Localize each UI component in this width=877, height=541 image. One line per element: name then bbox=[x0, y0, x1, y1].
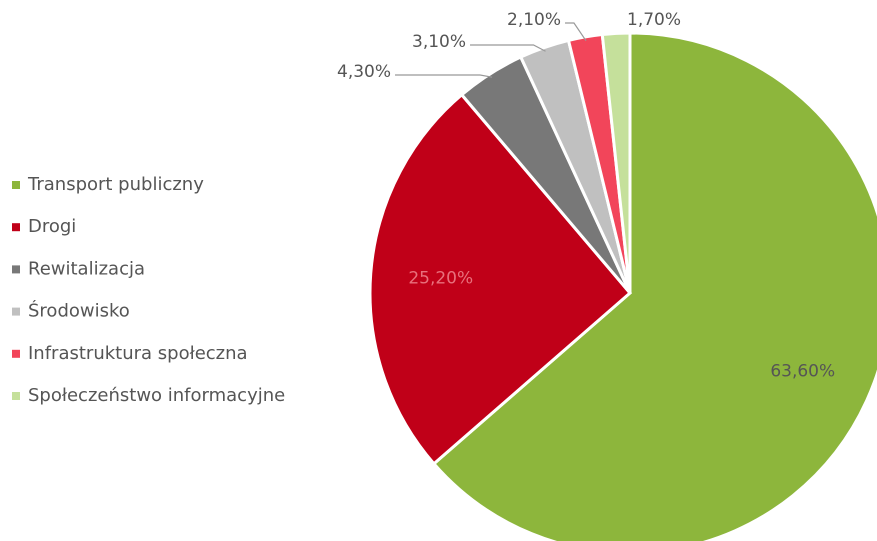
data-label: 25,20% bbox=[408, 269, 473, 289]
data-label: 63,60% bbox=[770, 362, 835, 382]
data-label: 4,30% bbox=[337, 62, 391, 82]
legend-swatch bbox=[12, 181, 20, 189]
leader-line bbox=[470, 44, 546, 52]
legend-swatch bbox=[12, 223, 20, 232]
legend-swatch bbox=[12, 265, 20, 274]
data-label: 2,10% bbox=[507, 10, 561, 30]
legend-swatch bbox=[12, 349, 20, 358]
pie-slice bbox=[368, 92, 633, 466]
legend-swatch bbox=[12, 307, 20, 316]
pie-slice bbox=[431, 31, 877, 541]
legend-swatch bbox=[12, 392, 20, 400]
legend-label: Infrastruktura społeczna bbox=[28, 343, 248, 364]
data-label: 3,10% bbox=[412, 32, 466, 52]
leader-line bbox=[395, 74, 493, 78]
legend-label: Rewitalizacja bbox=[28, 258, 145, 279]
legend-label: Drogi bbox=[28, 216, 76, 237]
legend-label: Społeczeństwo informacyjne bbox=[28, 385, 285, 406]
legend-label: Środowisko bbox=[28, 300, 130, 322]
leader-line bbox=[565, 22, 587, 42]
legend-label: Transport publiczny bbox=[27, 174, 204, 195]
data-label: 1,70% bbox=[627, 10, 681, 30]
pie-slice bbox=[600, 31, 632, 294]
